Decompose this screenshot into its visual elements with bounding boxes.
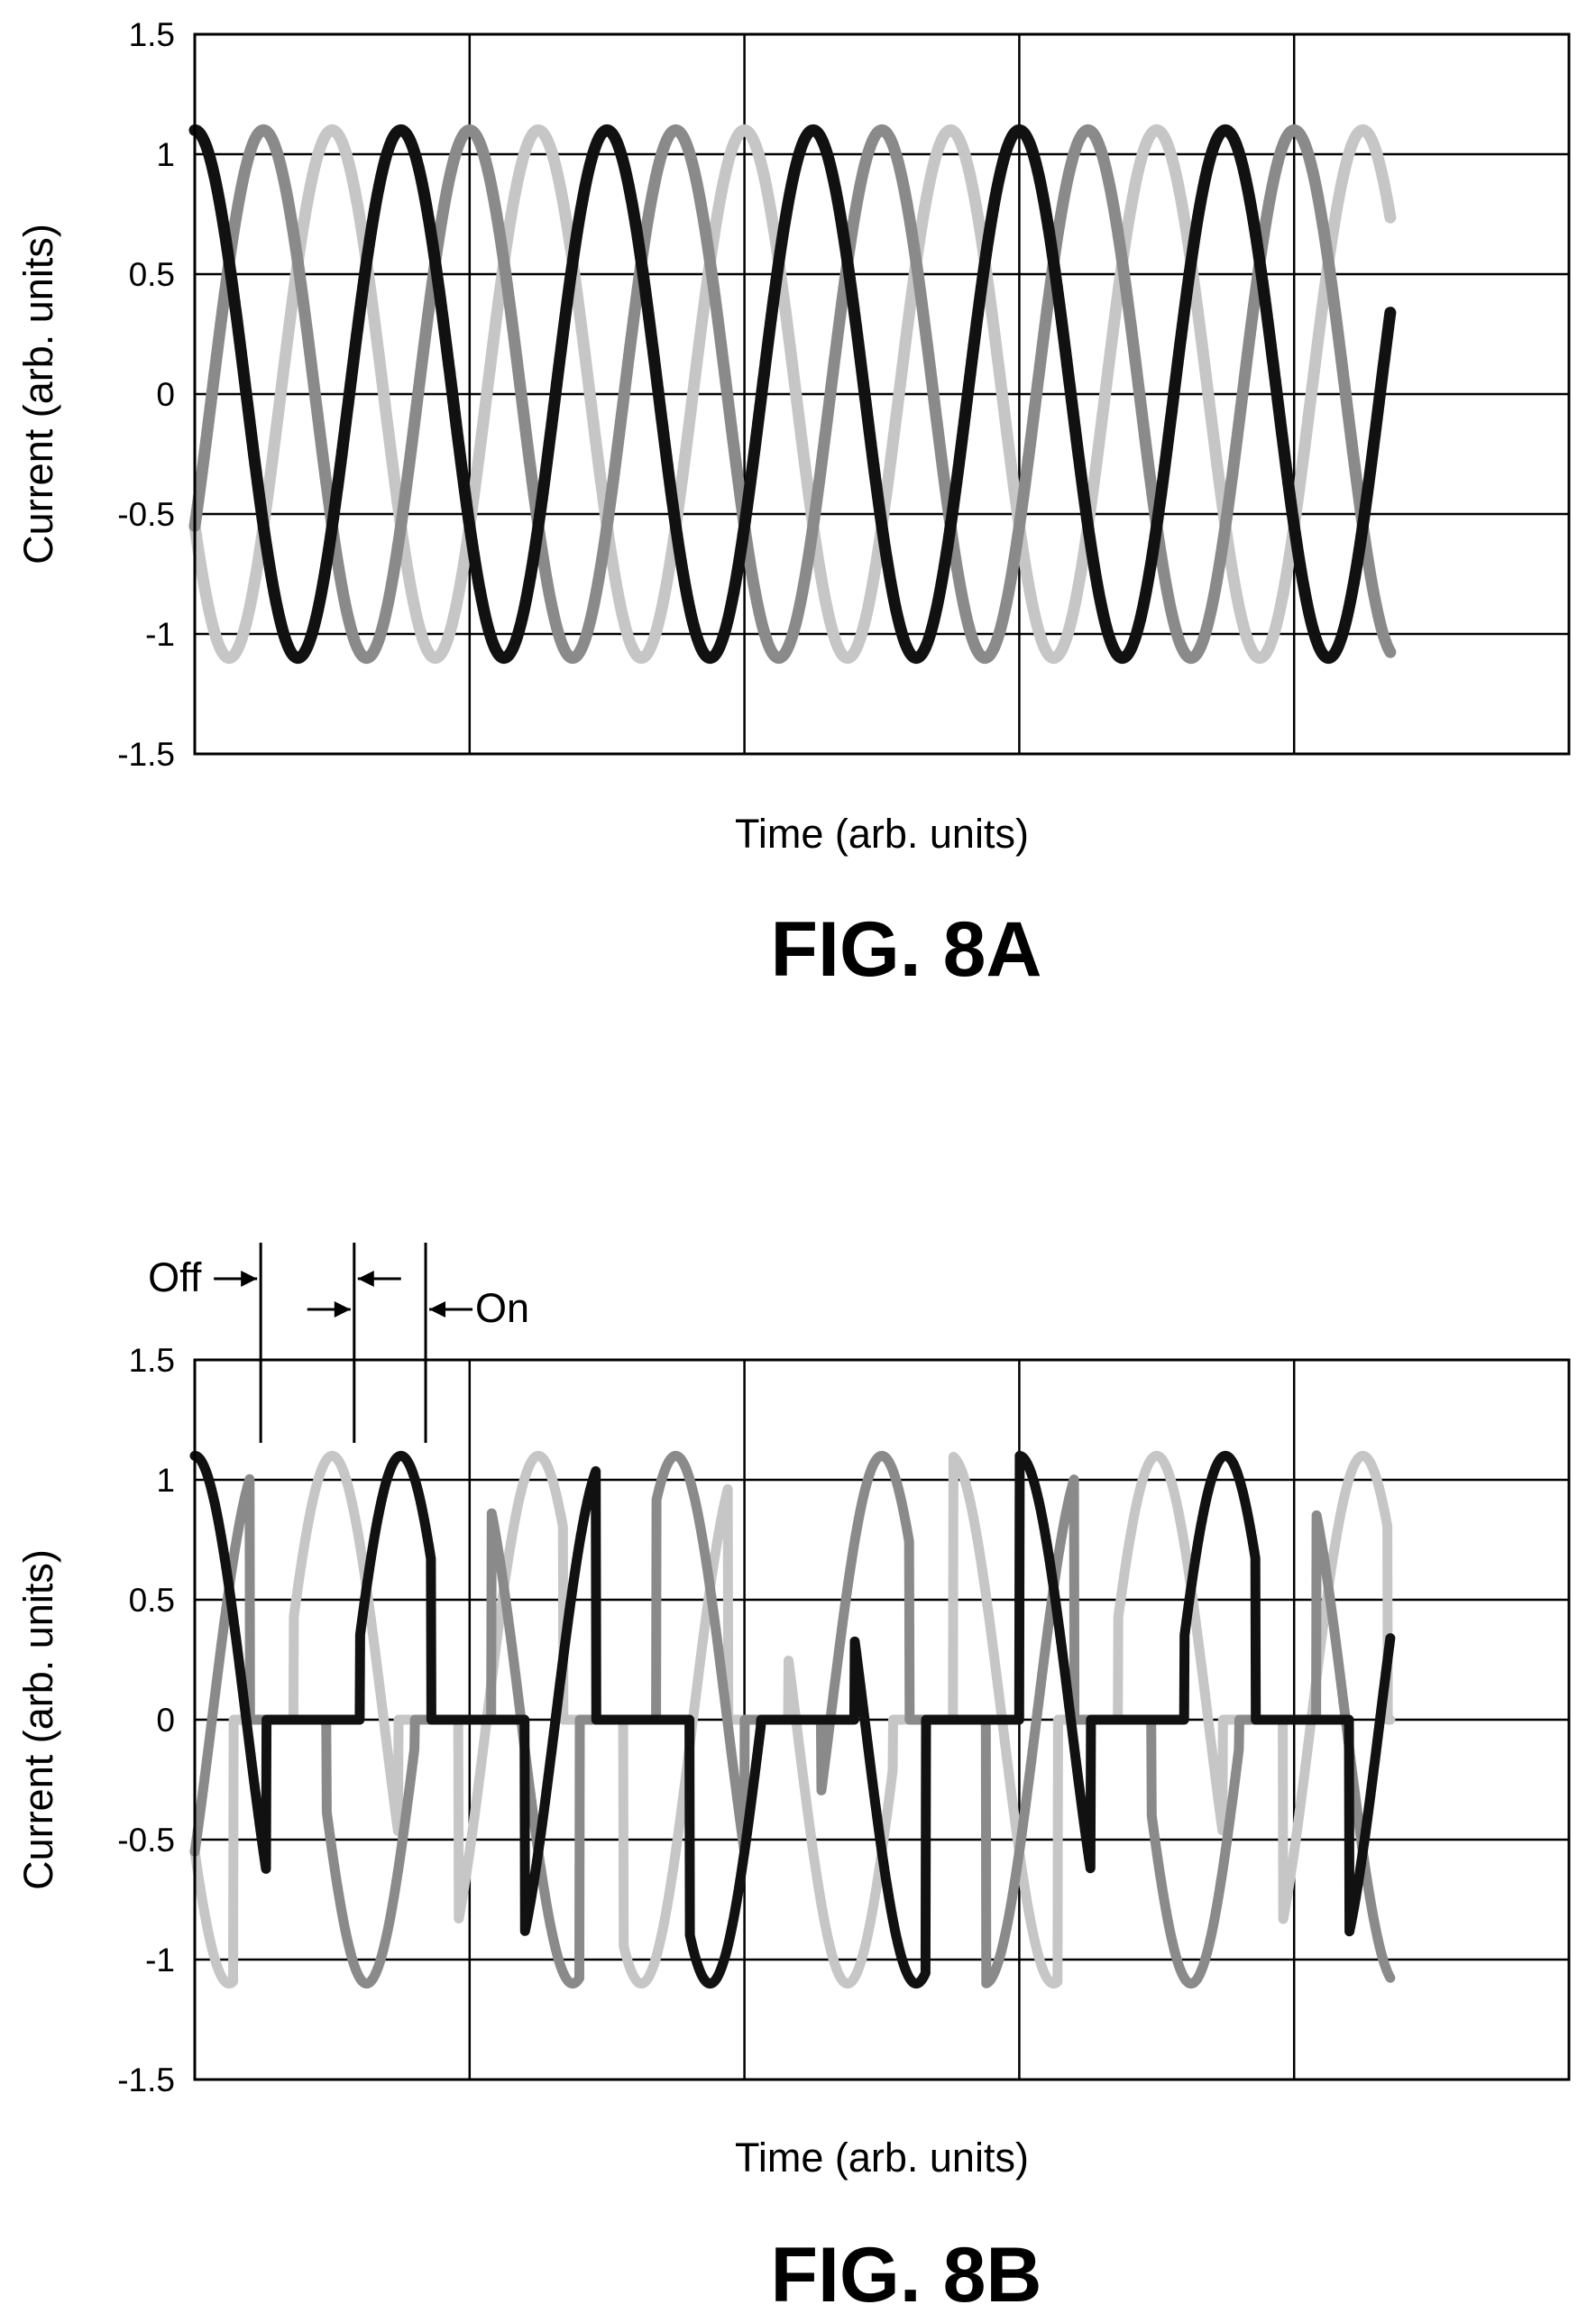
arrow-head: [334, 1301, 351, 1318]
y-tick-label: 0: [156, 376, 175, 413]
y-tick-label: 1: [156, 136, 175, 173]
y-axis-label-8b: Current (arb. units): [15, 1549, 61, 1890]
y-tick-label: 1.5: [129, 16, 175, 53]
series-8b: [189, 1450, 1396, 1989]
y-tick-label: -1: [145, 616, 175, 653]
off-annotation-label: Off: [148, 1254, 202, 1300]
y-tick-label: -1.5: [117, 2061, 175, 2098]
chart-8b: 1.5 1 0.5 0 -0.5 -1 -1.5 Off On Current (arb. …: [15, 1243, 1571, 2318]
figure-label-8a: FIG. 8A: [770, 906, 1041, 993]
plot-frame-8b: [193, 1358, 1571, 2081]
figure-label-8b: FIG. 8B: [770, 2232, 1041, 2318]
y-tick-label: -0.5: [117, 1822, 175, 1859]
y-tick-label: -0.5: [117, 496, 175, 533]
y-tick-label: 1: [156, 1462, 175, 1499]
x-axis-label-8a: Time (arb. units): [735, 811, 1029, 857]
y-tick-label: 0.5: [129, 256, 175, 293]
arrow-head: [429, 1301, 446, 1318]
chart-8a: 1.510.50-0.5-1-1.5 Current (arb. units) …: [15, 16, 1571, 993]
series-8a: [188, 124, 1397, 665]
y-tick-label: -1: [145, 1942, 175, 1979]
y-ticks-8a: 1.5 1 0.5 0 -0.5 -1 -1.5: [117, 16, 175, 773]
y-tick-label: -1.5: [117, 736, 175, 773]
y-tick-label: 0: [156, 1702, 175, 1739]
y-ticks-8b: 1.5 1 0.5 0 -0.5 -1 -1.5: [117, 1342, 175, 2098]
y-tick-label: 1.5: [129, 1342, 175, 1379]
arrow-head: [357, 1271, 374, 1287]
y-tick-label: 0.5: [129, 1582, 175, 1619]
on-off-annotations: Off On: [148, 1243, 529, 1443]
series-line: [188, 124, 1397, 665]
x-axis-label-8b: Time (arb. units): [735, 2135, 1029, 2181]
arrow-head: [241, 1271, 258, 1287]
on-annotation-label: On: [475, 1285, 529, 1331]
y-axis-label-8a: Current (arb. units): [15, 224, 61, 565]
grid-8a: [195, 34, 1569, 754]
plot-frame-8a: [193, 32, 1571, 756]
series-line: [188, 124, 1397, 665]
series-line: [189, 1450, 1396, 1989]
